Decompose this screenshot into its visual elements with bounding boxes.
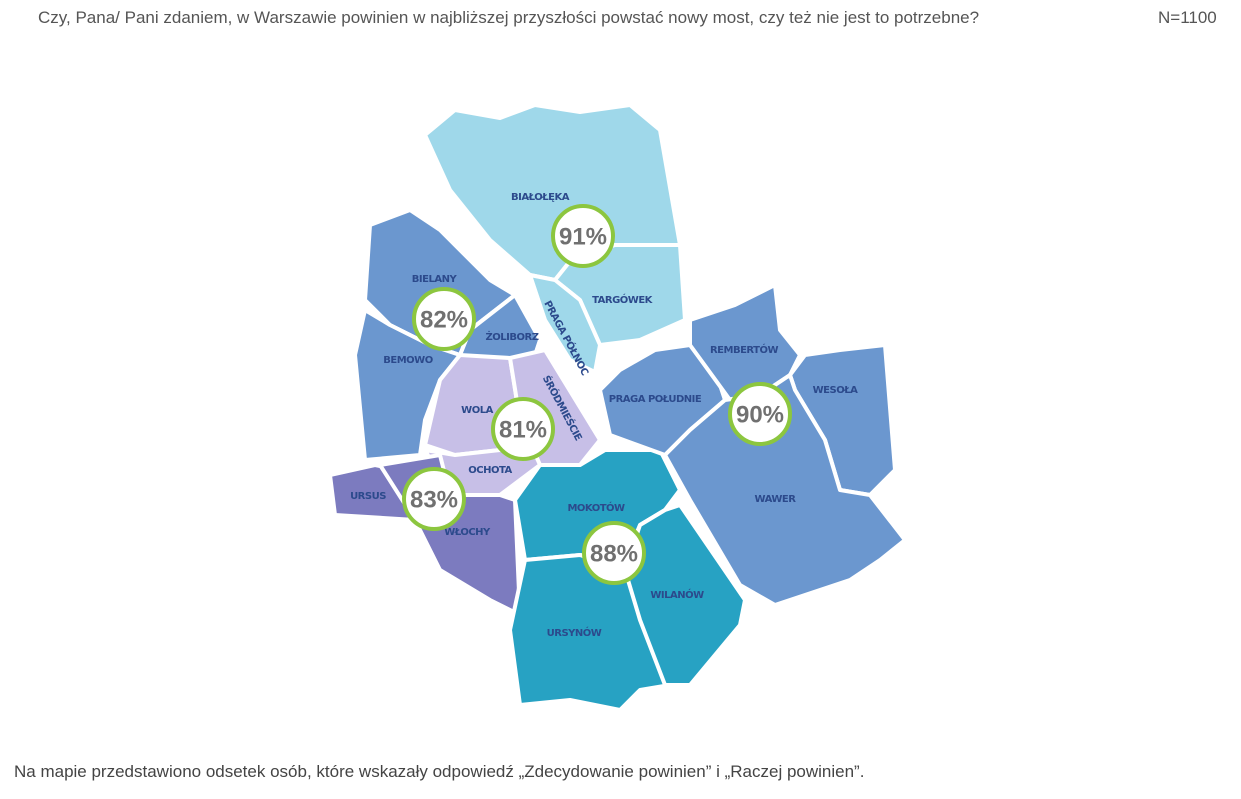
- result-label: 83%: [410, 487, 458, 514]
- result-label: 82%: [420, 307, 468, 334]
- districts: [328, 103, 907, 712]
- district-label: WAWER: [755, 494, 797, 505]
- district-label: WOLA: [461, 405, 493, 416]
- district-shape: [623, 503, 747, 687]
- result-label: 91%: [559, 224, 607, 251]
- district-label: URSYNÓW: [547, 626, 602, 639]
- district-label: ŻOLIBORZ: [486, 329, 539, 343]
- district-label: BIELANY: [412, 274, 458, 285]
- district-label: REMBERTÓW: [710, 343, 779, 356]
- district-label: BEMOWO: [383, 355, 432, 366]
- footnote: Na mapie przedstawiono odsetek osób, któ…: [14, 762, 865, 781]
- district-label: MOKOTÓW: [567, 501, 625, 514]
- result-badge: 90%: [728, 382, 792, 446]
- result-label: 90%: [736, 402, 784, 429]
- district-label: URSUS: [350, 491, 386, 502]
- sample-size: N=1100: [1158, 8, 1217, 27]
- result-badge: 81%: [491, 397, 555, 461]
- result-label: 88%: [590, 541, 638, 568]
- district-label: PRAGA POŁUDNIE: [609, 394, 702, 405]
- district-label: WŁOCHY: [444, 527, 491, 538]
- result-badge: 88%: [582, 521, 646, 585]
- result-badge: 83%: [402, 467, 466, 531]
- district-label: TARGÓWEK: [592, 293, 654, 306]
- district-shape: [688, 283, 802, 402]
- result-badge: 82%: [412, 287, 476, 351]
- result-badge: 91%: [551, 204, 615, 268]
- district-label: WESOŁA: [813, 385, 858, 396]
- district-label: BIAŁOŁĘKA: [511, 192, 570, 203]
- result-label: 81%: [499, 417, 547, 444]
- district-label: OCHOTA: [468, 465, 512, 476]
- question: Czy, Pana/ Pani zdaniem, w Warszawie pow…: [38, 8, 980, 27]
- district-shape: [528, 273, 602, 374]
- district-label: WILANÓW: [650, 588, 704, 601]
